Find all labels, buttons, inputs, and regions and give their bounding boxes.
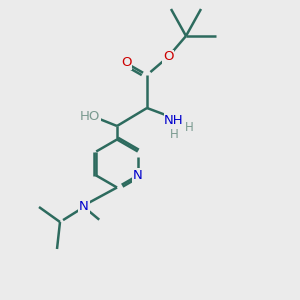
Text: N: N bbox=[79, 200, 89, 214]
Text: H: H bbox=[184, 121, 194, 134]
Text: O: O bbox=[163, 50, 173, 64]
Text: N: N bbox=[133, 169, 143, 182]
Text: HO: HO bbox=[80, 110, 100, 124]
Text: O: O bbox=[121, 56, 131, 70]
Text: NH: NH bbox=[164, 113, 184, 127]
Text: H: H bbox=[169, 128, 178, 142]
